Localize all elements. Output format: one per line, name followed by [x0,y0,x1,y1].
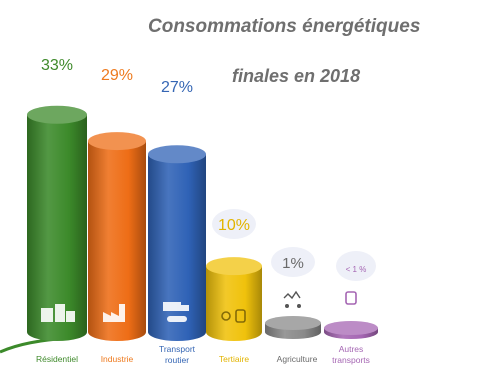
tractor-icon [283,290,301,308]
factory-icon [103,304,125,322]
label-bubble-autres-transports [336,251,376,281]
label-bubble-agriculture [271,247,315,277]
value-label-residentiel: 33% [41,57,73,74]
bar-residentiel [27,105,87,341]
bar-residentiel-top [27,105,87,124]
chart-title-line-1: Consommations énergétiques [148,16,421,37]
bar-transport-routier [148,145,206,341]
bar-tertiaire [206,257,262,341]
bar-transport-routier-body [148,154,206,341]
category-label-industrie: Industrie [101,354,134,364]
category-label-agriculture: Agriculture [277,354,318,364]
category-label-transport-routier: Transport routier [159,344,196,365]
label-bubble-tertiaire [212,209,256,239]
value-label-industrie: 29% [101,67,133,84]
value-label-tertiaire: 10% [218,217,250,234]
bar-agriculture-top [265,316,321,330]
bar-transport-routier-top [148,145,206,164]
bar-industrie-body [88,141,146,341]
category-label-autres-transports: Autres transports [332,344,370,365]
train-icon [345,291,357,305]
value-label-autres-transports: < 1 % [346,265,367,274]
value-label-transport-routier: 27% [161,79,193,96]
category-label-residentiel: Résidentiel [36,354,78,364]
bar-tertiaire-top [206,257,262,276]
truck-car-icon [163,302,189,322]
bar-autres-transports-top [324,321,378,335]
chart-title-line-2: finales en 2018 [232,66,361,86]
houses-icon [41,304,75,322]
bar-industrie [88,132,146,341]
bar-agriculture [265,316,321,339]
value-label-agriculture: 1% [282,255,304,272]
bar-industrie-top [88,132,146,151]
bar-autres-transports [324,321,378,339]
bar-tertiaire-body [206,266,262,341]
category-label-tertiaire: Tertiaire [219,354,250,364]
bar-residentiel-body [27,114,87,341]
office-icon [221,309,246,323]
